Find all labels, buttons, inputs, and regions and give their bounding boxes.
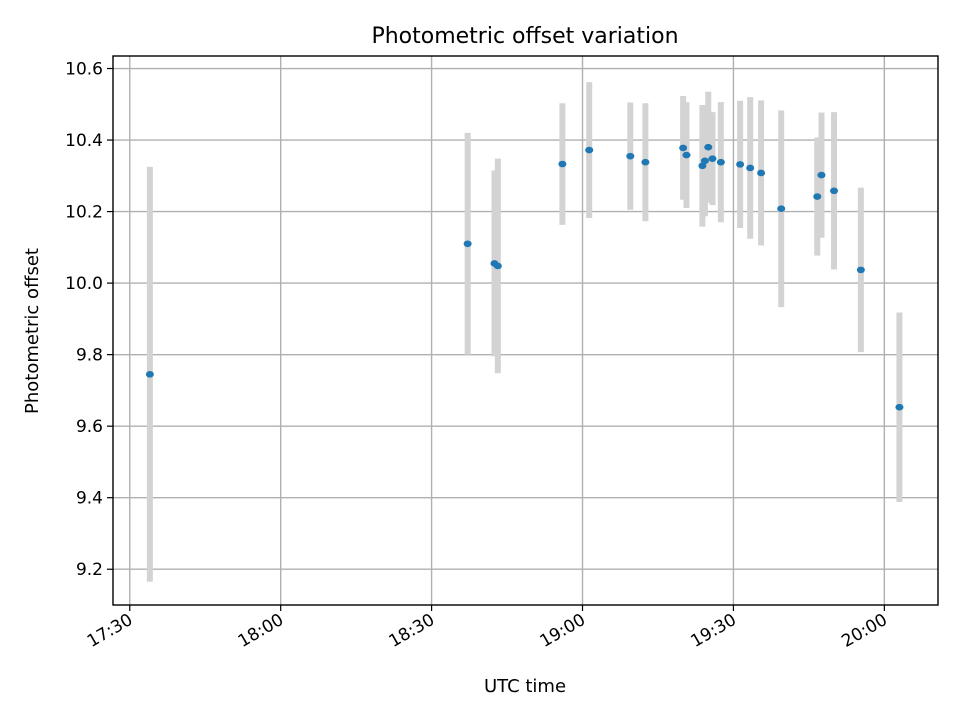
y-tick-label: 10.0 <box>65 274 103 294</box>
chart-title: Photometric offset variation <box>371 24 678 49</box>
y-tick-label: 10.4 <box>65 131 103 151</box>
y-axis-ticks: 9.2 9.4 9.6 9.8 10.0 10.2 10.4 10.6 <box>65 60 113 580</box>
data-point <box>626 152 635 160</box>
data-point <box>585 146 594 154</box>
data-points <box>145 143 904 411</box>
data-point <box>716 158 725 166</box>
data-point <box>698 162 707 170</box>
data-point <box>641 158 650 166</box>
data-point <box>463 240 472 248</box>
y-tick-label: 9.6 <box>76 417 103 437</box>
y-tick-label: 10.2 <box>65 203 103 223</box>
data-point <box>679 144 688 152</box>
y-axis-label: Photometric offset <box>22 248 43 414</box>
data-point <box>704 143 713 151</box>
data-point <box>746 164 755 172</box>
data-point <box>757 169 766 177</box>
data-point <box>700 157 709 165</box>
y-tick-label: 9.4 <box>76 489 103 509</box>
grid <box>113 56 938 605</box>
data-point <box>777 205 786 213</box>
x-axis-label: UTC time <box>484 676 566 697</box>
data-point <box>856 266 865 274</box>
y-tick-label: 9.2 <box>76 560 103 580</box>
data-point <box>708 155 717 162</box>
y-tick-label: 10.6 <box>65 60 103 80</box>
data-point <box>813 193 822 200</box>
data-point <box>895 403 904 411</box>
data-point <box>558 160 567 168</box>
data-point <box>817 171 826 179</box>
y-tick-label: 9.8 <box>76 346 103 366</box>
plot-area-frame <box>112 55 939 606</box>
data-point <box>682 151 691 159</box>
data-point <box>830 187 839 195</box>
data-point <box>736 161 745 168</box>
data-point <box>493 262 502 270</box>
data-point <box>145 371 154 378</box>
